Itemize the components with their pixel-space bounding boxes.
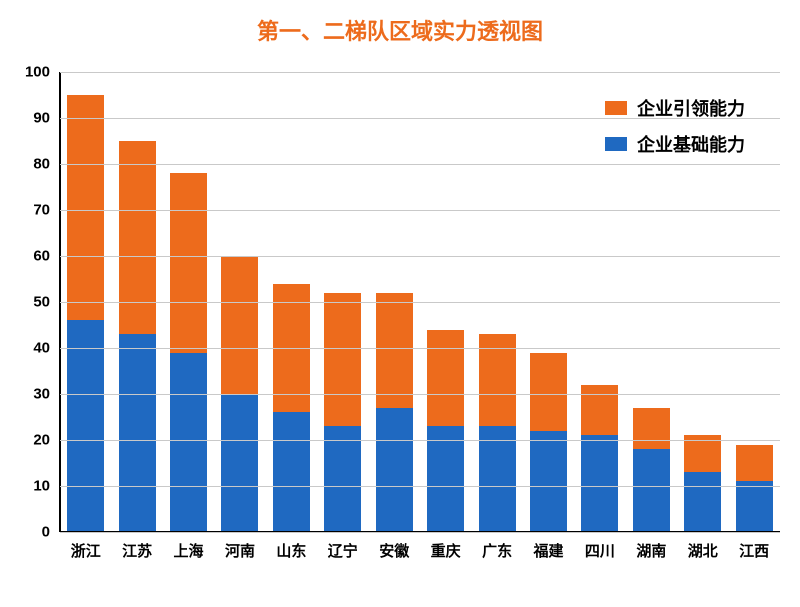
legend-item: 企业基础能力 [605, 131, 745, 157]
y-tick-label: 0 [42, 524, 50, 541]
bar-segment-base [376, 408, 413, 532]
gridline [60, 72, 780, 73]
bar-segment-base [427, 426, 464, 532]
bar-segment-lead [376, 293, 413, 408]
y-tick-label: 10 [33, 478, 50, 495]
bar [736, 445, 773, 532]
bar-segment-base [324, 426, 361, 532]
bar [684, 435, 721, 532]
bar [427, 330, 464, 532]
bar [376, 293, 413, 532]
x-tick-label: 辽宁 [328, 540, 358, 561]
y-tick-label: 60 [33, 248, 50, 265]
y-tick-label: 90 [33, 110, 50, 127]
legend: 企业引领能力企业基础能力 [605, 95, 745, 157]
legend-label: 企业基础能力 [637, 131, 745, 157]
legend-item: 企业引领能力 [605, 95, 745, 121]
bar-segment-lead [530, 353, 567, 431]
chart-container: 第一、二梯队区域实力透视图 浙江江苏 上海河南山东 辽宁安徽 重庆广东福建 四川湖南 湖北… [0, 0, 800, 607]
gridline [60, 394, 780, 395]
bar-segment-lead [324, 293, 361, 426]
legend-swatch [605, 137, 627, 151]
gridline [60, 210, 780, 211]
y-tick-label: 20 [33, 432, 50, 449]
x-tick-label: 山东 [276, 540, 306, 561]
bar-segment-base [479, 426, 516, 532]
bar-segment-base [633, 449, 670, 532]
bar-segment-base [684, 472, 721, 532]
bar-segment-lead [581, 385, 618, 436]
y-tick-label: 70 [33, 202, 50, 219]
x-tick-label: 湖北 [688, 540, 718, 561]
bar-segment-base [530, 431, 567, 532]
bar [581, 385, 618, 532]
y-tick-label: 80 [33, 156, 50, 173]
bar [170, 173, 207, 532]
x-tick-label: 重庆 [431, 540, 461, 561]
bar-segment-lead [170, 173, 207, 352]
bar [324, 293, 361, 532]
gridline [60, 256, 780, 257]
x-tick-label: 广东 [482, 540, 512, 561]
bar-segment-lead [736, 445, 773, 482]
gridline [60, 440, 780, 441]
gridline [60, 302, 780, 303]
bar [273, 284, 310, 532]
y-tick-label: 50 [33, 294, 50, 311]
gridline [60, 348, 780, 349]
x-tick-label: 江苏 [122, 540, 152, 561]
bar-segment-base [273, 412, 310, 532]
bar-segment-lead [67, 95, 104, 320]
x-tick-label: 江西 [739, 540, 769, 561]
y-tick-label: 40 [33, 340, 50, 357]
legend-label: 企业引领能力 [637, 95, 745, 121]
bar [479, 334, 516, 532]
legend-swatch [605, 101, 627, 115]
gridline [60, 164, 780, 165]
bar-segment-base [67, 320, 104, 532]
x-tick-label: 安徽 [379, 540, 409, 561]
bar-segment-base [221, 394, 258, 532]
bar-segment-lead [633, 408, 670, 449]
bar-segment-base [119, 334, 156, 532]
gridline [60, 486, 780, 487]
bar [633, 408, 670, 532]
x-tick-label: 四川 [585, 540, 615, 561]
y-tick-label: 30 [33, 386, 50, 403]
bar-segment-lead [427, 330, 464, 427]
x-tick-label: 上海 [174, 540, 204, 561]
bar-segment-base [736, 481, 773, 532]
x-tick-label: 湖南 [636, 540, 666, 561]
x-tick-label: 河南 [225, 540, 255, 561]
bar [530, 353, 567, 532]
gridline [60, 532, 780, 533]
bar [119, 141, 156, 532]
bar-segment-lead [119, 141, 156, 334]
bar [67, 95, 104, 532]
y-tick-label: 100 [25, 64, 50, 81]
chart-title: 第一、二梯队区域实力透视图 [0, 14, 800, 46]
bar-segment-base [170, 353, 207, 532]
x-tick-label: 福建 [533, 540, 563, 561]
bar-segment-base [581, 435, 618, 532]
x-tick-label: 浙江 [71, 540, 101, 561]
bar-segment-lead [221, 256, 258, 394]
